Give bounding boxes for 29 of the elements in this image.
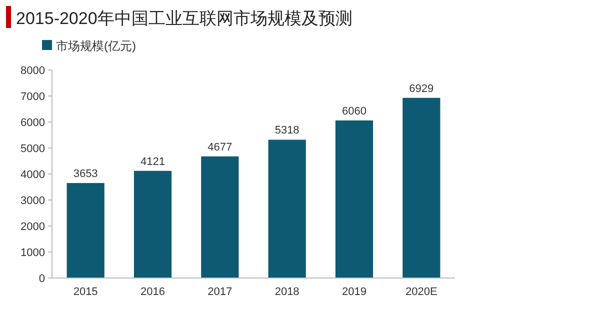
- data-label: 5318: [274, 124, 300, 137]
- y-tick-label: 3000: [20, 195, 45, 207]
- bar: [66, 183, 104, 278]
- bar: [201, 156, 239, 278]
- y-tick-label: 8000: [20, 65, 45, 77]
- y-tick-label: 2000: [20, 221, 45, 233]
- bar: [402, 98, 440, 278]
- y-tick-label: 1000: [20, 247, 45, 259]
- x-tick-label: 2015: [73, 286, 98, 298]
- x-tick-label: 2018: [274, 286, 300, 298]
- bar: [335, 120, 374, 278]
- data-label: 4677: [208, 141, 232, 154]
- bar: [268, 140, 306, 278]
- legend-label: 市场规模(亿元): [56, 39, 136, 53]
- data-label: 6929: [409, 82, 434, 95]
- data-label: 3653: [73, 168, 98, 180]
- data-label: 6060: [342, 105, 366, 118]
- x-tick-label: 2020E: [406, 286, 438, 298]
- bar: [134, 170, 172, 278]
- x-tick-label: 2019: [342, 286, 366, 298]
- y-tick-label: 6000: [20, 117, 45, 129]
- y-tick-label: 5000: [20, 143, 45, 155]
- chart-title: 2015-2020年中国工业互联网市场规模及预测: [16, 9, 352, 28]
- x-tick-label: 2016: [140, 286, 165, 298]
- y-tick-label: 7000: [20, 91, 45, 103]
- x-tick-label: 2017: [208, 286, 232, 298]
- data-label: 4121: [140, 156, 165, 168]
- y-tick-label: 0: [38, 273, 45, 285]
- y-tick-label: 4000: [20, 169, 45, 181]
